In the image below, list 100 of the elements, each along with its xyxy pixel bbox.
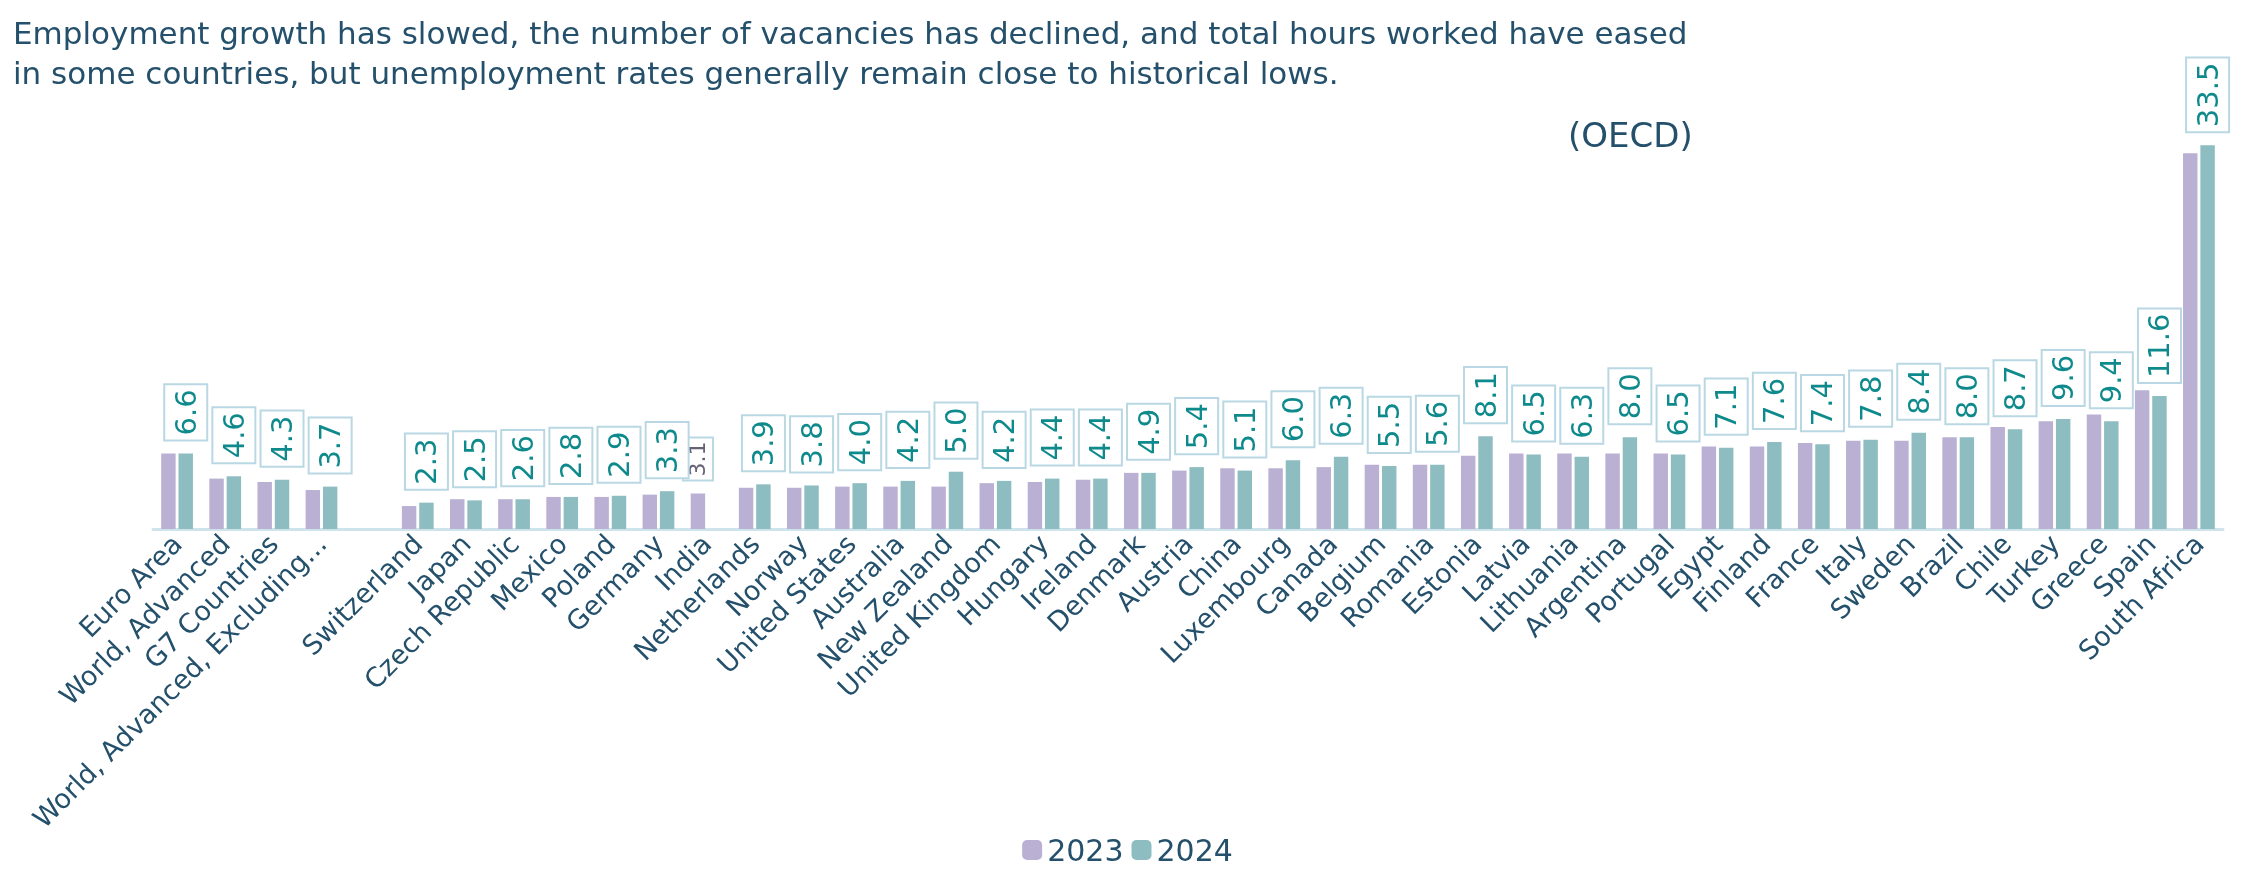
bar (1622, 437, 1638, 529)
bar (2200, 145, 2215, 529)
bar (1382, 465, 1397, 529)
bar (515, 499, 530, 529)
bar (2086, 414, 2102, 529)
bar (900, 480, 916, 529)
data-label: 3.8 (794, 421, 829, 468)
bar (1478, 436, 1493, 529)
data-label: 5.1 (1227, 406, 1262, 453)
bar (1815, 444, 1830, 529)
data-label: 6.3 (1324, 392, 1359, 439)
bar (2134, 390, 2150, 529)
data-label: 9.4 (2094, 357, 2129, 404)
data-label: 3.3 (650, 427, 685, 474)
bar (1749, 446, 1765, 529)
bar (178, 453, 193, 529)
bar (2183, 153, 2198, 529)
bar (835, 486, 850, 529)
data-label: 6.5 (1516, 390, 1551, 437)
data-label: 6.5 (1661, 390, 1696, 437)
data-label: 6.0 (1275, 396, 1310, 443)
bar (1574, 456, 1589, 529)
data-label: 8.1 (1468, 372, 1503, 419)
bar (1557, 453, 1572, 529)
data-label: 4.6 (216, 412, 251, 459)
bar (1846, 440, 1861, 529)
bar (1268, 468, 1283, 529)
bar (1285, 460, 1301, 529)
data-label: 5.6 (1420, 400, 1455, 447)
bar (1123, 472, 1139, 529)
bar (1460, 455, 1476, 529)
data-label: 4.2 (987, 416, 1022, 463)
bar (979, 483, 994, 529)
bar (1509, 453, 1524, 529)
data-label: 4.2 (890, 416, 925, 463)
data-label: 3.7 (313, 422, 348, 469)
bar (1959, 437, 1975, 529)
data-label: 3.1 (685, 441, 711, 477)
data-label: 3.9 (746, 420, 781, 467)
data-label: 4.3 (265, 415, 300, 462)
bar (2007, 429, 2023, 529)
bar (787, 487, 802, 529)
bar (804, 485, 819, 529)
bar (1364, 464, 1380, 529)
bar (1990, 427, 2005, 529)
bar (161, 453, 176, 529)
bar (546, 496, 561, 529)
bar (1412, 464, 1428, 529)
bar (2055, 419, 2071, 529)
data-label: 4.9 (1131, 408, 1166, 455)
bar (1894, 440, 1909, 529)
bar (1141, 472, 1156, 529)
data-label: 2.6 (505, 435, 540, 482)
chart-title: Employment growth has slowed, the number of vacancies has declined, and total hours worked have eased in some countries, but unemployment rates generally remain close to historical lows. (13, 15, 1698, 91)
data-label: 8.0 (1612, 373, 1647, 420)
data-label: 7.8 (1853, 375, 1888, 422)
bar (1718, 447, 1734, 529)
bar (1942, 437, 1957, 529)
bar (1316, 467, 1331, 529)
bar (209, 478, 224, 529)
data-label: 2.3 (409, 438, 444, 485)
bar (2038, 421, 2054, 529)
data-label: 7.1 (1709, 383, 1744, 430)
bar (401, 506, 417, 529)
bar (883, 486, 898, 529)
bar (1605, 453, 1620, 529)
bar (498, 499, 513, 529)
bar (2104, 421, 2119, 529)
bar (1075, 479, 1091, 529)
bar (1797, 443, 1813, 529)
bar (996, 480, 1012, 529)
data-label: 8.0 (1949, 373, 1984, 420)
bar (594, 496, 609, 529)
bar (1189, 467, 1204, 529)
data-label: 11.6 (2142, 313, 2177, 379)
bar (756, 484, 771, 529)
annotation: (OECD) (1568, 115, 1693, 155)
bar (659, 491, 675, 529)
bar (1220, 468, 1235, 529)
bar (450, 499, 465, 529)
bar (322, 486, 338, 529)
data-label: 2.8 (553, 432, 588, 479)
data-label: 5.0 (938, 407, 973, 454)
bar (2152, 396, 2167, 529)
bar (1526, 454, 1541, 529)
legend-label: 2024 (1156, 832, 1233, 868)
bar (852, 483, 867, 529)
bar (257, 482, 272, 529)
data-label: 4.4 (1035, 414, 1070, 461)
data-label: 2.5 (457, 436, 492, 483)
bar (1027, 482, 1043, 529)
data-label: 4.0 (842, 419, 877, 466)
data-label: 5.4 (1179, 403, 1214, 450)
bar (563, 496, 579, 529)
bar (1863, 439, 1878, 529)
bar (305, 490, 321, 529)
data-label: 2.9 (601, 431, 636, 478)
bar (1653, 453, 1668, 529)
bar (611, 495, 627, 529)
bar (1767, 441, 1782, 529)
